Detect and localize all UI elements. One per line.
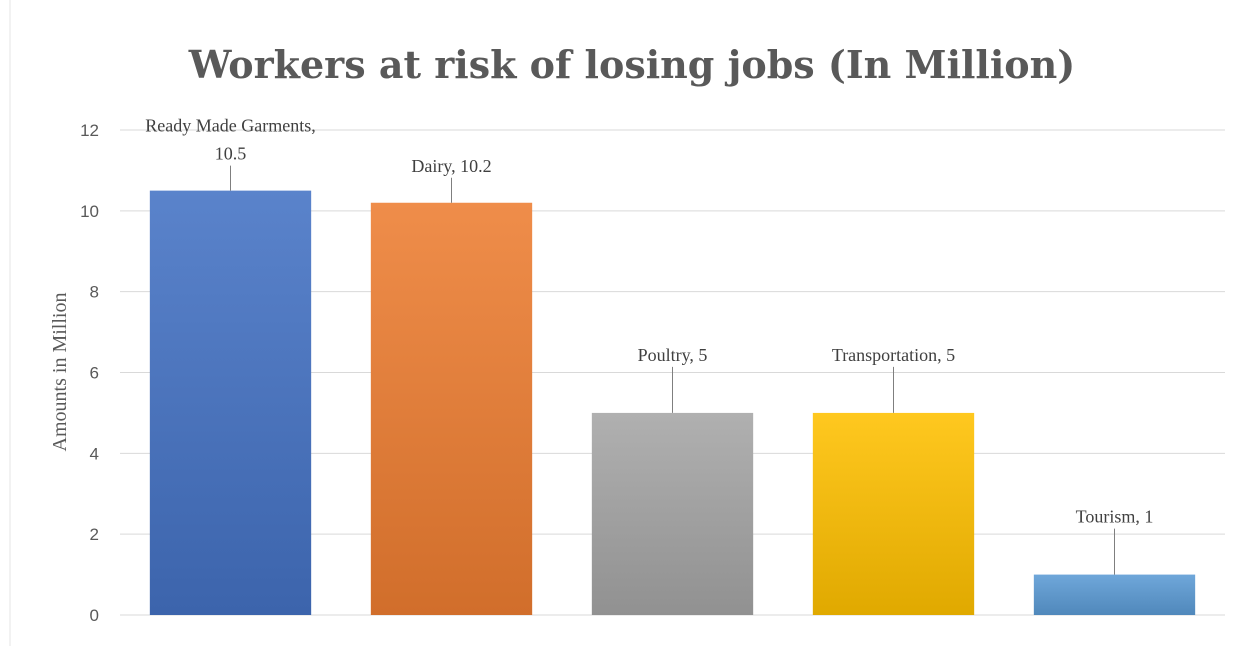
data-label-poultry: Poultry, 5: [638, 345, 708, 365]
data-labels: Ready Made Garments, 10.5 Dairy, 10.2 Poult…: [145, 116, 1153, 575]
y-tick-label-0: 0: [90, 606, 99, 625]
bar-tourism: [1033, 574, 1196, 615]
bar-dairy: [370, 202, 533, 615]
y-tick-label-1: 2: [90, 525, 99, 544]
bars: [149, 190, 1196, 615]
data-label-tourism: Tourism, 1: [1076, 507, 1154, 527]
bar-poultry: [591, 412, 754, 615]
bar-transportation: [812, 412, 975, 615]
y-tick-label-3: 6: [90, 364, 99, 383]
y-tick-label-6: 12: [80, 121, 99, 140]
y-tick-label-4: 8: [90, 283, 99, 302]
bar-ready-made-garments: [149, 190, 312, 615]
data-label-dairy: Dairy, 10.2: [411, 156, 491, 176]
data-label-ready-made-garments: Ready Made Garments, 10.5: [145, 116, 315, 164]
data-label-transportation: Transportation, 5: [832, 345, 955, 365]
chart-title: Workers at risk of losing jobs (In Milli…: [188, 42, 1076, 87]
y-axis-label: Amounts in Million: [49, 293, 71, 452]
y-tick-label-2: 4: [90, 444, 99, 463]
y-tick-label-5: 10: [80, 202, 99, 221]
y-axis-ticks: 0 2 4 6 8 10 12: [80, 121, 99, 625]
